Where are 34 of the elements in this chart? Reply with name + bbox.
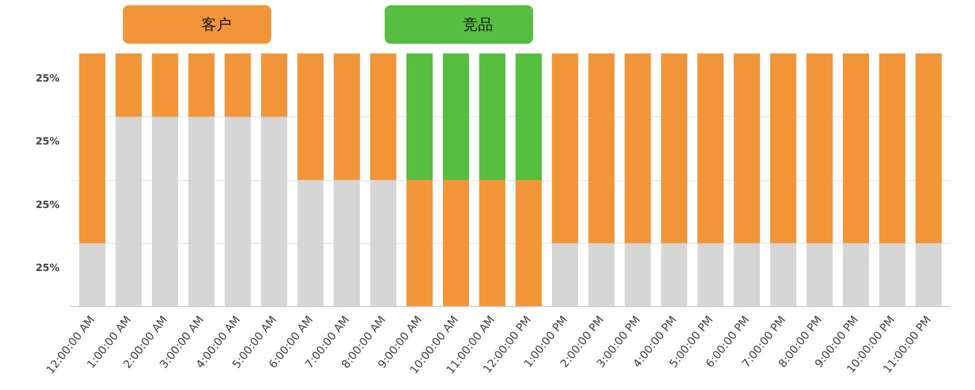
bar xyxy=(479,54,506,180)
bar xyxy=(916,54,942,244)
bar xyxy=(297,54,324,180)
series-label: 竞品 xyxy=(463,16,494,34)
bar xyxy=(442,54,470,180)
bar xyxy=(188,54,214,117)
bar xyxy=(516,180,542,306)
bar xyxy=(661,54,688,244)
bar xyxy=(588,54,614,244)
bar xyxy=(79,54,106,244)
bar xyxy=(442,180,470,306)
bar xyxy=(516,54,542,180)
series-label: 客户 xyxy=(201,16,232,34)
bar xyxy=(406,54,433,180)
bar xyxy=(116,54,142,117)
bar xyxy=(224,54,251,117)
bar xyxy=(624,54,651,244)
bar xyxy=(697,54,724,244)
bar xyxy=(334,54,360,180)
bar xyxy=(370,54,396,180)
text: 25% xyxy=(36,263,60,274)
bar xyxy=(261,54,288,117)
bar xyxy=(806,54,833,244)
bar xyxy=(406,180,433,306)
bar xyxy=(879,54,906,244)
bar xyxy=(552,54,578,244)
bar xyxy=(734,54,760,244)
bar xyxy=(842,54,870,244)
text: 25% xyxy=(36,200,60,211)
text: 25% xyxy=(36,73,60,84)
bar xyxy=(479,180,506,306)
bar xyxy=(770,54,796,244)
text: 25% xyxy=(36,136,60,148)
bar xyxy=(152,54,178,117)
